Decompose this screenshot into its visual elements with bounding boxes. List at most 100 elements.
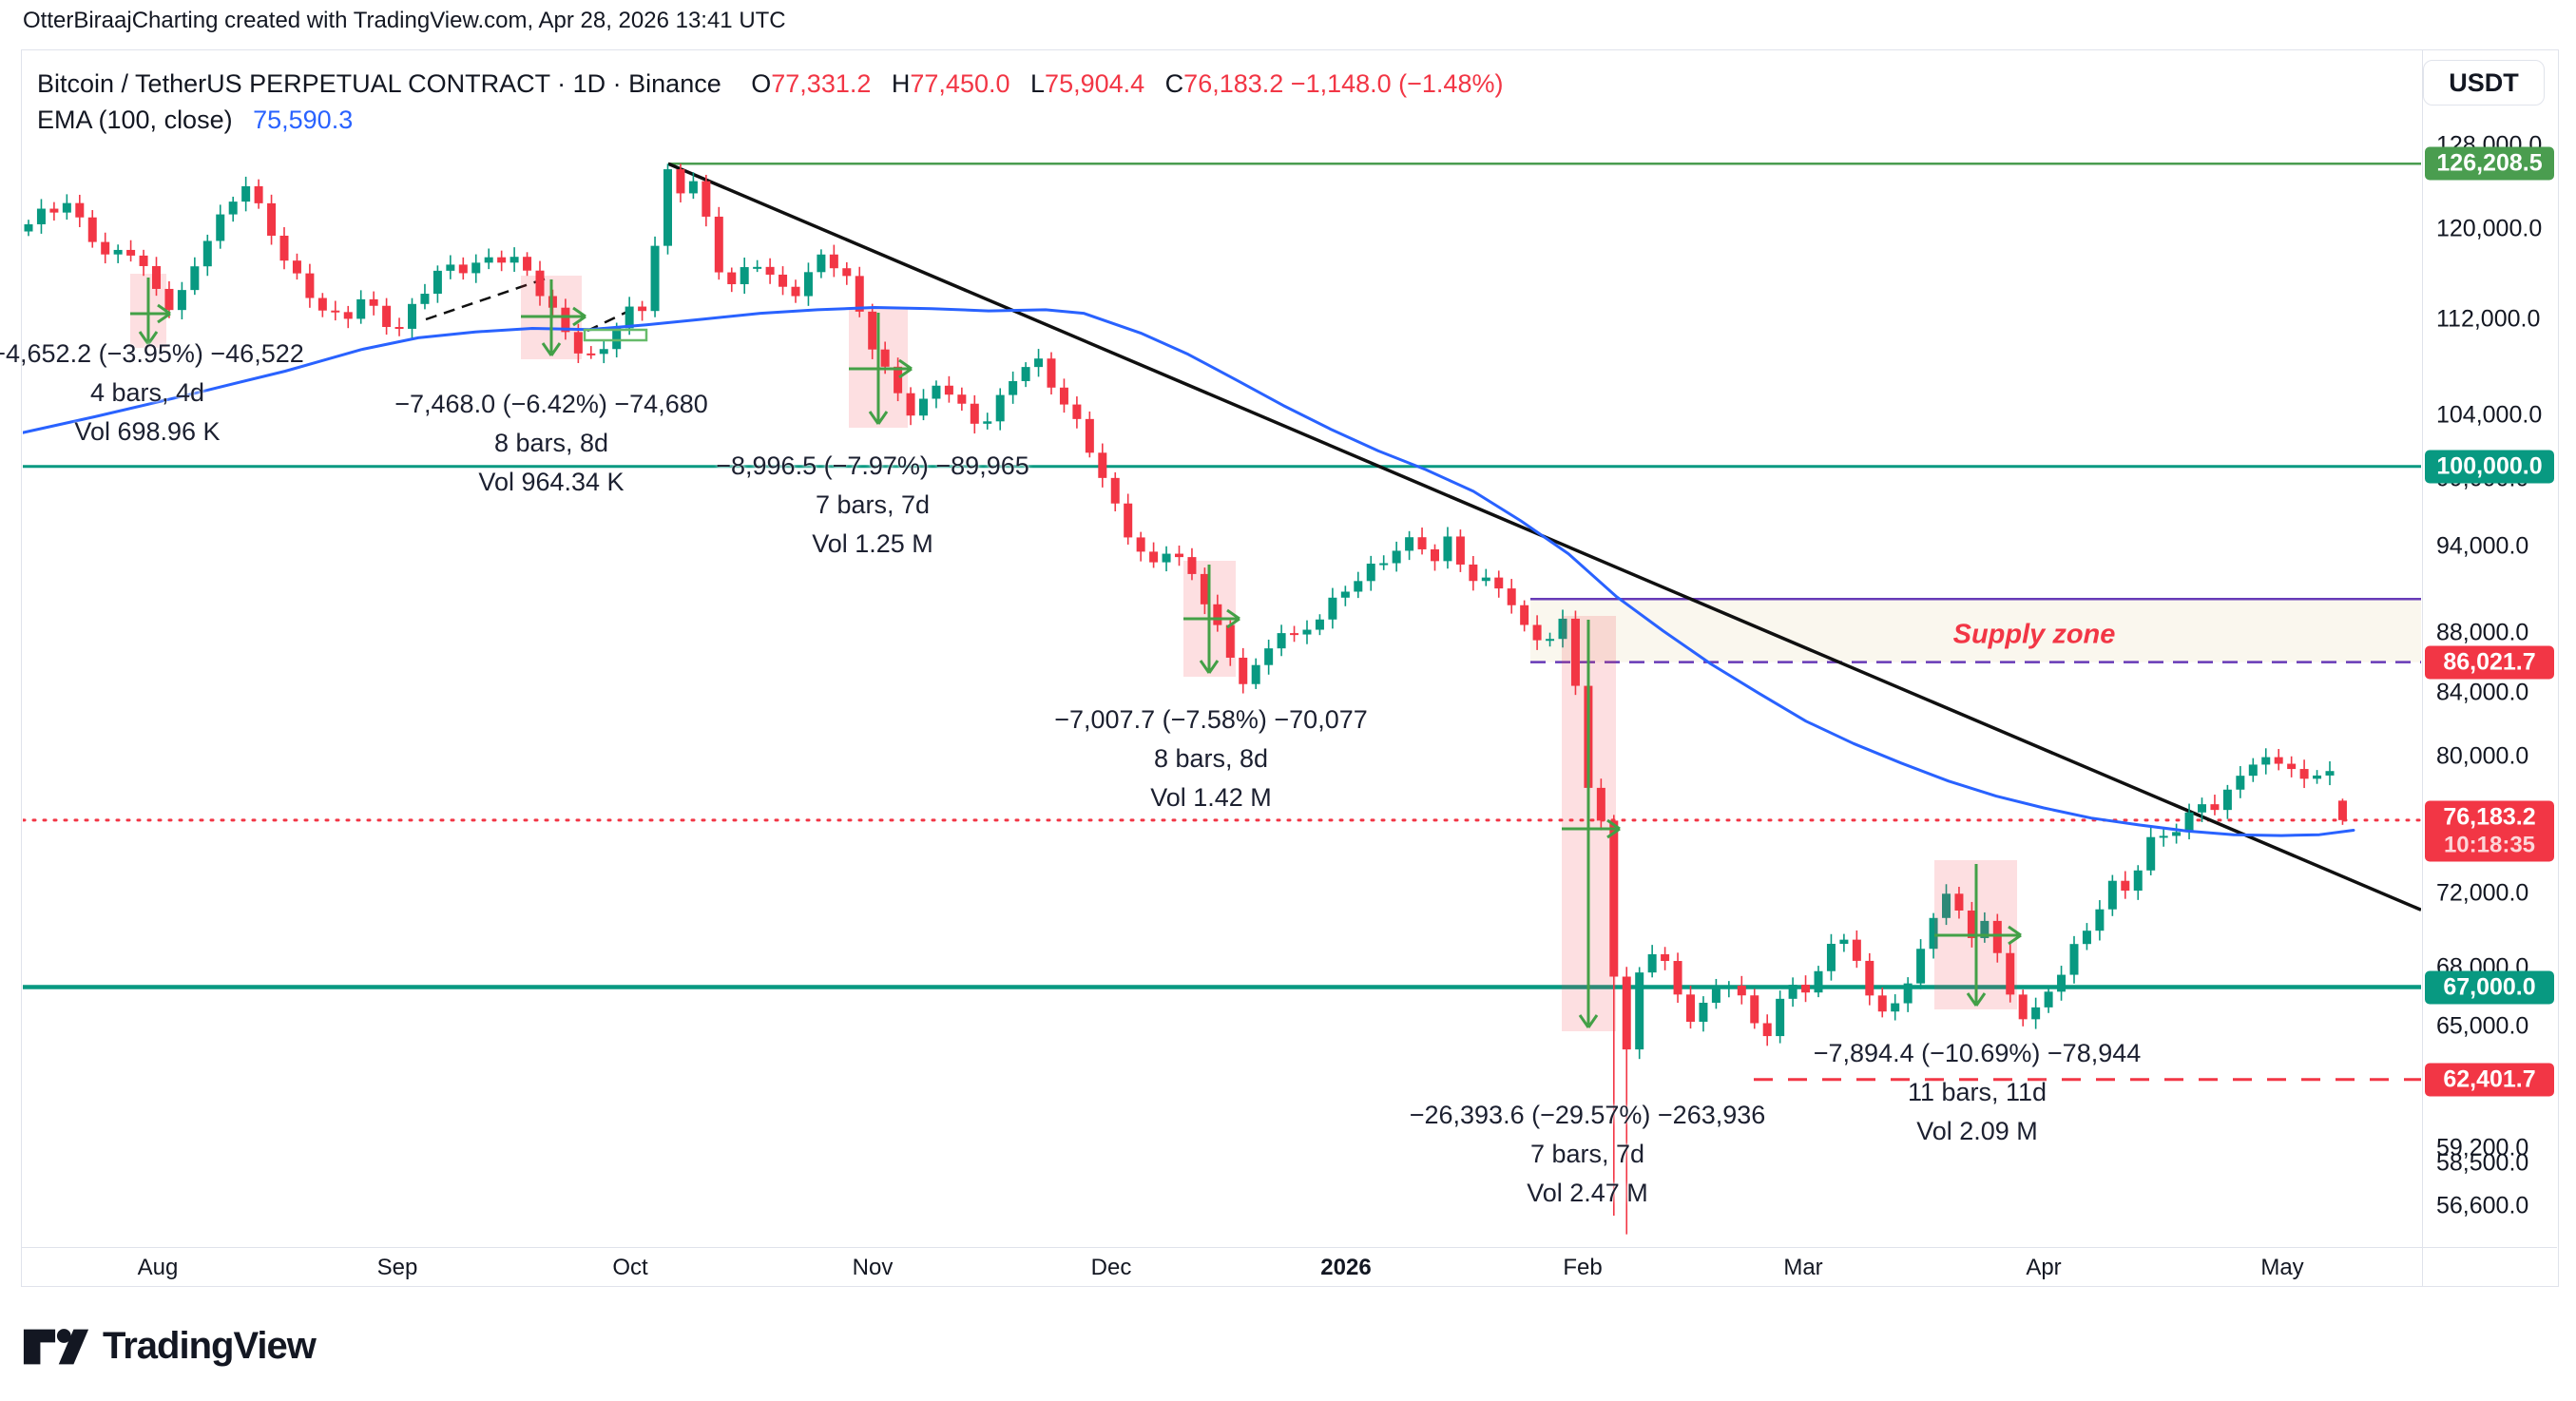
- time-axis-tick: Apr: [2026, 1255, 2062, 1280]
- candle-body: [1149, 551, 1159, 563]
- candle-body: [2337, 800, 2347, 820]
- candle-body: [1750, 995, 1759, 1024]
- ema-row[interactable]: EMA (100, close) 75,590.3: [37, 102, 1503, 138]
- candle-body: [1315, 619, 1324, 630]
- candle-body: [1302, 629, 1312, 635]
- candle-body: [1034, 358, 1044, 368]
- time-axis-tick: Dec: [1090, 1255, 1132, 1280]
- candle-body: [1290, 633, 1299, 636]
- candle-body: [1251, 664, 1260, 684]
- candle-body: [1942, 893, 1951, 918]
- symbol-row[interactable]: Bitcoin / TetherUS PERPETUAL CONTRACT · …: [37, 66, 1503, 102]
- candle-body: [24, 223, 33, 232]
- candle-body: [1328, 597, 1337, 620]
- candle-body: [1277, 633, 1286, 649]
- candle-body: [1009, 380, 1018, 395]
- candle-body: [1225, 624, 1235, 658]
- candle-body: [1085, 418, 1094, 453]
- candle-body: [1699, 1003, 1708, 1023]
- candle-body: [317, 297, 327, 311]
- candle-body: [1546, 639, 1555, 642]
- candle-body: [868, 311, 877, 350]
- price-axis-tick: 94,000.0: [2436, 532, 2529, 560]
- candle-body: [561, 307, 570, 333]
- candle-body: [49, 208, 59, 213]
- candle-body: [2287, 763, 2297, 770]
- candle-body: [906, 393, 915, 416]
- candle-body: [1136, 537, 1145, 552]
- candle-body: [331, 310, 340, 313]
- currency-button[interactable]: USDT: [2423, 60, 2545, 106]
- price-axis-tick: 59,200.0: [2436, 1134, 2529, 1161]
- candle-body: [944, 385, 953, 395]
- candle-body: [267, 202, 277, 236]
- candle-body: [2006, 952, 2015, 995]
- candle-body: [1481, 577, 1490, 582]
- range-arrowhead-down: [1586, 1014, 1599, 1028]
- chart-legend: Bitcoin / TetherUS PERPETUAL CONTRACT · …: [37, 66, 1503, 138]
- candle-body: [2198, 804, 2206, 813]
- symbol-title[interactable]: Bitcoin / TetherUS PERPETUAL CONTRACT · …: [37, 69, 721, 98]
- candle-body: [497, 257, 507, 263]
- candle-body: [164, 288, 174, 311]
- candle-body: [2133, 870, 2143, 892]
- candle-body: [676, 169, 685, 194]
- price-axis-badge: 100,000.0: [2425, 450, 2554, 484]
- price-axis-tick: 120,000.0: [2436, 215, 2543, 242]
- tradingview-logo[interactable]: TradingView: [23, 1325, 317, 1368]
- candle-body: [87, 217, 97, 242]
- candle-body: [1929, 917, 1938, 950]
- candle-body: [1865, 960, 1874, 996]
- candle-body: [2222, 789, 2232, 811]
- candle-body: [2172, 832, 2182, 836]
- candle-body: [803, 272, 813, 297]
- candle-body: [1392, 550, 1401, 564]
- range-arrowhead-right: [572, 306, 586, 318]
- candle-body: [1776, 998, 1785, 1037]
- change-value: −1,148.0 (−1.48%): [1290, 69, 1504, 98]
- candle-body: [408, 303, 416, 329]
- candle-body: [471, 262, 481, 274]
- range-arrowhead-down: [549, 342, 562, 356]
- candle-body: [1711, 988, 1721, 1004]
- range-arrowhead-right: [2008, 933, 2022, 946]
- candle-body: [1213, 604, 1222, 625]
- candle-body: [1635, 972, 1644, 1050]
- range-arrowhead-down: [876, 411, 889, 425]
- candle-body: [638, 306, 647, 312]
- high-value: 77,450.0: [910, 69, 1010, 98]
- candle-body: [2325, 771, 2335, 776]
- candle-body: [1532, 624, 1542, 641]
- candle-body: [75, 202, 85, 218]
- candle-body: [2057, 974, 2067, 992]
- candle-body: [1596, 787, 1605, 821]
- candle-body: [420, 294, 430, 304]
- price-axis-tick: 112,000.0: [2436, 305, 2541, 333]
- candle-body: [1891, 1003, 1900, 1012]
- candle-body: [1366, 564, 1375, 582]
- candle-body: [1072, 404, 1082, 419]
- candle-body: [1839, 939, 1849, 945]
- price-axis-tick: 84,000.0: [2436, 679, 2529, 706]
- candle-body: [254, 185, 263, 203]
- candle-body: [1737, 985, 1746, 996]
- candle-body: [1110, 477, 1120, 504]
- candle-body: [1954, 893, 1964, 911]
- range-arrowhead-down: [868, 411, 880, 425]
- price-axis-badge: 62,401.7: [2425, 1063, 2554, 1097]
- candle-body: [1124, 503, 1133, 538]
- candle-body: [190, 266, 200, 291]
- range-arrowhead-right: [1226, 608, 1240, 621]
- candle-body: [702, 181, 711, 217]
- candle-body: [292, 260, 301, 274]
- candle-body: [1431, 548, 1439, 562]
- candle-body: [1187, 557, 1197, 574]
- close-label: C: [1164, 69, 1184, 98]
- time-axis-tick: Aug: [137, 1255, 179, 1280]
- range-arrowhead-right: [898, 367, 913, 379]
- candle-body: [599, 349, 608, 355]
- candle-body: [970, 403, 979, 424]
- price-axis-badge: 67,000.0: [2425, 970, 2554, 1005]
